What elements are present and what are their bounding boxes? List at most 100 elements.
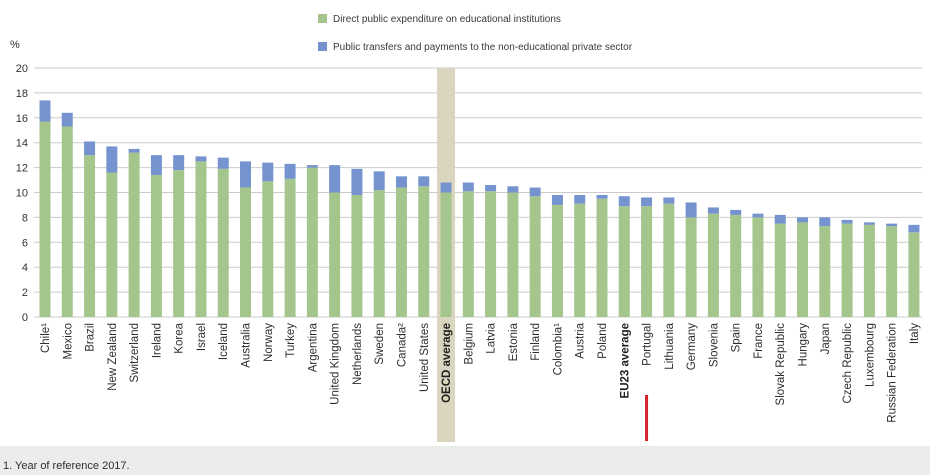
bar-direct-new-zealand xyxy=(106,172,118,317)
legend-item-direct: Direct public expenditure on educational… xyxy=(318,14,561,25)
bar-transfers-lithuania xyxy=(663,197,675,204)
y-tick-label: 16 xyxy=(16,113,28,125)
x-tick-label-chile: Chile¹ xyxy=(40,323,52,353)
x-tick-label-switzerland: Switzerland xyxy=(129,323,141,382)
bar-transfers-russian-federation xyxy=(886,223,898,227)
x-tick-label-ireland: Ireland xyxy=(151,323,163,358)
bar-transfers-sweden xyxy=(373,171,385,191)
x-tick-label-estonia: Estonia xyxy=(508,322,520,361)
bar-direct-czech-republic xyxy=(841,223,853,317)
bar-direct-iceland xyxy=(217,168,229,317)
y-axis-ticks: 0 2 4 6 8 10 12 14 16 18 20 xyxy=(16,63,28,324)
legend: Direct public expenditure on educational… xyxy=(318,14,633,53)
bar-transfers-united-kingdom xyxy=(329,165,341,193)
x-tick-label-italy: Italy xyxy=(909,323,921,344)
bar-transfers-netherlands xyxy=(351,168,363,195)
x-tick-label-poland: Poland xyxy=(597,323,609,359)
bar-transfers-colombia xyxy=(551,194,563,205)
bar-transfers-norway xyxy=(262,162,274,182)
x-tick-label-spain: Spain xyxy=(731,323,743,352)
y-tick-label: 0 xyxy=(22,312,28,324)
bar-transfers-turkey xyxy=(284,163,296,179)
legend-label-direct: Direct public expenditure on educational… xyxy=(333,14,561,25)
x-tick-label-korea: Korea xyxy=(174,322,186,353)
y-tick-label: 10 xyxy=(16,188,28,200)
x-tick-label-czech-republic: Czech Republic xyxy=(842,323,854,404)
bar-direct-lithuania xyxy=(663,203,675,317)
x-tick-label-russian-federation: Russian Federation xyxy=(887,323,899,423)
bar-transfers-portugal xyxy=(641,197,653,207)
bar-direct-norway xyxy=(262,181,274,317)
bar-transfers-belgium xyxy=(462,182,474,192)
y-tick-label: 2 xyxy=(22,287,28,299)
x-tick-label-finland: Finland xyxy=(530,323,542,361)
x-tick-label-luxembourg: Luxembourg xyxy=(864,323,876,387)
bar-direct-italy xyxy=(908,232,920,317)
bar-direct-slovenia xyxy=(707,213,719,317)
bar-direct-eu23-average xyxy=(618,206,630,317)
x-tick-label-eu23-average: EU23 average xyxy=(619,323,631,398)
legend-swatch-transfers xyxy=(318,42,327,51)
x-tick-label-iceland: Iceland xyxy=(218,323,230,360)
bar-direct-latvia xyxy=(485,191,497,317)
x-axis-labels: Chile¹ Mexico Brazil New Zealand Switzerland… xyxy=(40,322,921,422)
x-tick-label-brazil: Brazil xyxy=(85,323,97,352)
bar-direct-israel xyxy=(195,161,207,317)
bar-transfers-spain xyxy=(730,209,742,215)
bar-direct-oecd-average xyxy=(440,192,452,317)
bar-direct-brazil xyxy=(84,155,96,317)
bar-transfers-australia xyxy=(240,161,252,188)
bar-transfers-latvia xyxy=(485,185,497,192)
bar-transfers-ireland xyxy=(150,155,162,176)
bar-direct-russian-federation xyxy=(886,226,898,317)
legend-item-transfers: Public transfers and payments to the non… xyxy=(318,42,633,53)
x-tick-label-slovenia: Slovenia xyxy=(708,322,720,367)
bar-transfers-hungary xyxy=(797,217,809,223)
x-tick-label-turkey: Turkey xyxy=(285,323,297,358)
bar-direct-finland xyxy=(529,196,541,317)
legend-label-transfers: Public transfers and payments to the non… xyxy=(333,42,633,53)
bar-direct-estonia xyxy=(507,192,519,317)
bar-direct-spain xyxy=(730,214,742,317)
bar-direct-slovak-republic xyxy=(774,223,786,317)
x-tick-label-japan: Japan xyxy=(820,323,832,354)
y-tick-label: 12 xyxy=(16,163,28,175)
x-tick-label-slovak-republic: Slovak Republic xyxy=(775,323,787,406)
x-tick-label-mexico: Mexico xyxy=(62,323,74,359)
bar-transfers-finland xyxy=(529,187,541,197)
x-tick-label-united-states: United States xyxy=(419,323,431,392)
bar-direct-austria xyxy=(574,203,586,317)
marker-layer xyxy=(645,395,649,441)
bar-transfers-estonia xyxy=(507,186,519,193)
y-tick-label: 4 xyxy=(22,262,28,274)
x-tick-label-lithuania: Lithuania xyxy=(664,322,676,369)
bar-direct-luxembourg xyxy=(863,224,875,317)
bar-direct-belgium xyxy=(462,191,474,317)
bar-transfers-iceland xyxy=(217,157,229,169)
bar-transfers-korea xyxy=(173,155,185,171)
bar-transfers-germany xyxy=(685,202,697,218)
y-tick-label: 20 xyxy=(16,63,28,75)
bar-transfers-czech-republic xyxy=(841,219,853,224)
bar-direct-netherlands xyxy=(351,194,363,317)
bar-direct-turkey xyxy=(284,178,296,317)
bar-direct-australia xyxy=(240,187,252,317)
bar-transfers-austria xyxy=(574,194,586,204)
bar-direct-ireland xyxy=(150,175,162,317)
x-tick-label-netherlands: Netherlands xyxy=(352,323,364,385)
x-tick-label-portugal: Portugal xyxy=(642,323,654,366)
x-tick-label-hungary: Hungary xyxy=(798,323,810,367)
x-tick-label-france: France xyxy=(753,323,765,359)
bar-direct-chile xyxy=(39,121,51,317)
x-tick-label-new-zealand: New Zealand xyxy=(107,323,119,391)
bar-transfers-france xyxy=(752,213,764,218)
x-tick-label-austria: Austria xyxy=(575,322,587,358)
bar-transfers-argentina xyxy=(306,165,318,168)
y-tick-label: 6 xyxy=(22,237,28,249)
bar-transfers-united-states xyxy=(418,176,430,187)
bar-transfers-oecd-average xyxy=(440,182,452,193)
bar-transfers-luxembourg xyxy=(863,222,875,225)
x-tick-label-norway: Norway xyxy=(263,323,275,362)
bar-direct-sweden xyxy=(373,190,385,317)
